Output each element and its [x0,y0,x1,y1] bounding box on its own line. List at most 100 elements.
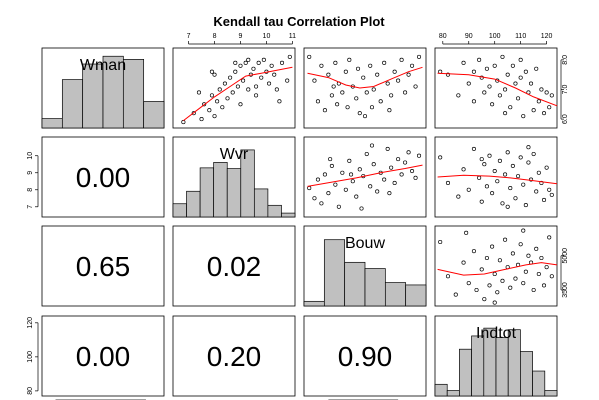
left-axis-wvr: 7 8 9 10 [27,152,39,209]
scatter-point [329,93,334,98]
scatter-point [518,57,523,62]
scatter-point [350,179,355,184]
scatter-point [199,117,204,122]
histogram-bar [281,212,296,218]
scatter-point [445,72,451,77]
scatter-point [453,292,458,297]
scatter-point [495,290,500,295]
scatter-point [364,151,369,157]
tick-label: 8 [27,188,34,192]
scatter-point [233,60,238,65]
scatter-point [191,111,196,116]
scatter-point [212,72,217,77]
scatter-point [438,239,443,245]
panels: Wman Wvr Bouw Indtot 0.00 0.65 0.02 0.00 0.20 0.9… [27,33,569,400]
scatter-point [484,184,489,189]
tick-label: 6.0 [562,114,569,124]
scatter-point [385,81,390,86]
scatter-point [490,102,495,107]
scatter-point [536,99,541,104]
scatter-point [261,57,266,62]
scatter-point [238,63,243,68]
scatter-point [307,186,312,191]
correlation-value: 0.00 [76,341,131,372]
correlation-value: 0.20 [207,341,262,372]
scatter-point [399,57,404,62]
scatter-point [230,90,235,95]
scatter-point [541,111,547,116]
correlation-value: 0.02 [207,251,262,282]
histogram-bar [122,59,145,129]
tick-label: 11 [289,33,296,40]
scatter-point [479,267,484,272]
smooth-line [437,262,558,276]
histogram-bar [520,351,533,397]
histogram-bar [226,168,242,218]
tick-label: 80 [439,33,447,40]
scatter-point [396,157,401,162]
scatter-point [410,63,415,68]
scatter-point [347,158,352,163]
scatter-point [539,87,544,92]
scatter-point [531,287,536,293]
right-axis-wman: 6.0 7.0 8.0 [560,55,569,124]
scatter-point [413,175,418,180]
scatter-point [228,75,233,80]
scatter-point [382,60,387,65]
scatter-point [307,54,312,59]
scatter-point [503,87,508,92]
scatter-point [326,72,331,77]
tick-label: 100 [489,33,501,40]
scatter-point [364,90,369,95]
scatter-point [371,162,376,167]
scatter-point [241,78,246,83]
scatter-point [466,187,471,192]
scatter-point [378,99,383,104]
scatter-point [508,186,513,191]
scatter-point [272,72,277,77]
scatter-point [389,93,394,98]
histogram-bar [267,204,282,218]
scatter-point [484,66,489,71]
scatter-point [382,177,387,182]
panel-frame-bouw-indtot [434,225,558,307]
scatter-point [335,102,340,107]
variable-label-bouw: Bouw [345,235,385,252]
scatter-point [477,57,482,62]
scatter-point [312,196,317,201]
smooth-line [437,174,558,185]
histogram-bar [213,162,228,218]
panel-frame-indtot-bouw [303,315,427,397]
scatter-point [497,158,502,163]
scatter-wvr-vs-bouw [307,143,423,211]
scatter-point [541,197,547,203]
scatter-bouw-vs-indtot [437,228,558,305]
histogram-bar [544,390,558,397]
scatter-point [375,72,380,77]
scatter-point [207,108,212,113]
scatter-point [319,63,324,68]
scatter-point [505,150,510,155]
scatter-point [487,153,492,158]
smooth-line [307,164,423,187]
scatter-point [547,105,552,110]
scatter-point [225,96,230,101]
scatter-point [518,242,523,247]
scatter-point [328,157,333,162]
scatter-point [326,191,331,196]
scatter-point [336,204,341,209]
scatter-point [461,60,466,65]
scatter-point [456,194,461,199]
panel-frame-wman-wvr [172,47,296,129]
scatter-point [220,105,225,110]
scatter-point [482,162,487,167]
scatter-point [315,177,320,182]
histogram-bar [471,335,485,397]
scatter-point [526,160,531,165]
scatter-point [497,93,502,98]
panel-frame-wvr-wman [41,136,165,218]
scatter-point [461,167,466,172]
scatter-point [209,93,214,98]
histogram-bar [405,284,427,307]
scatter-point [403,90,408,95]
